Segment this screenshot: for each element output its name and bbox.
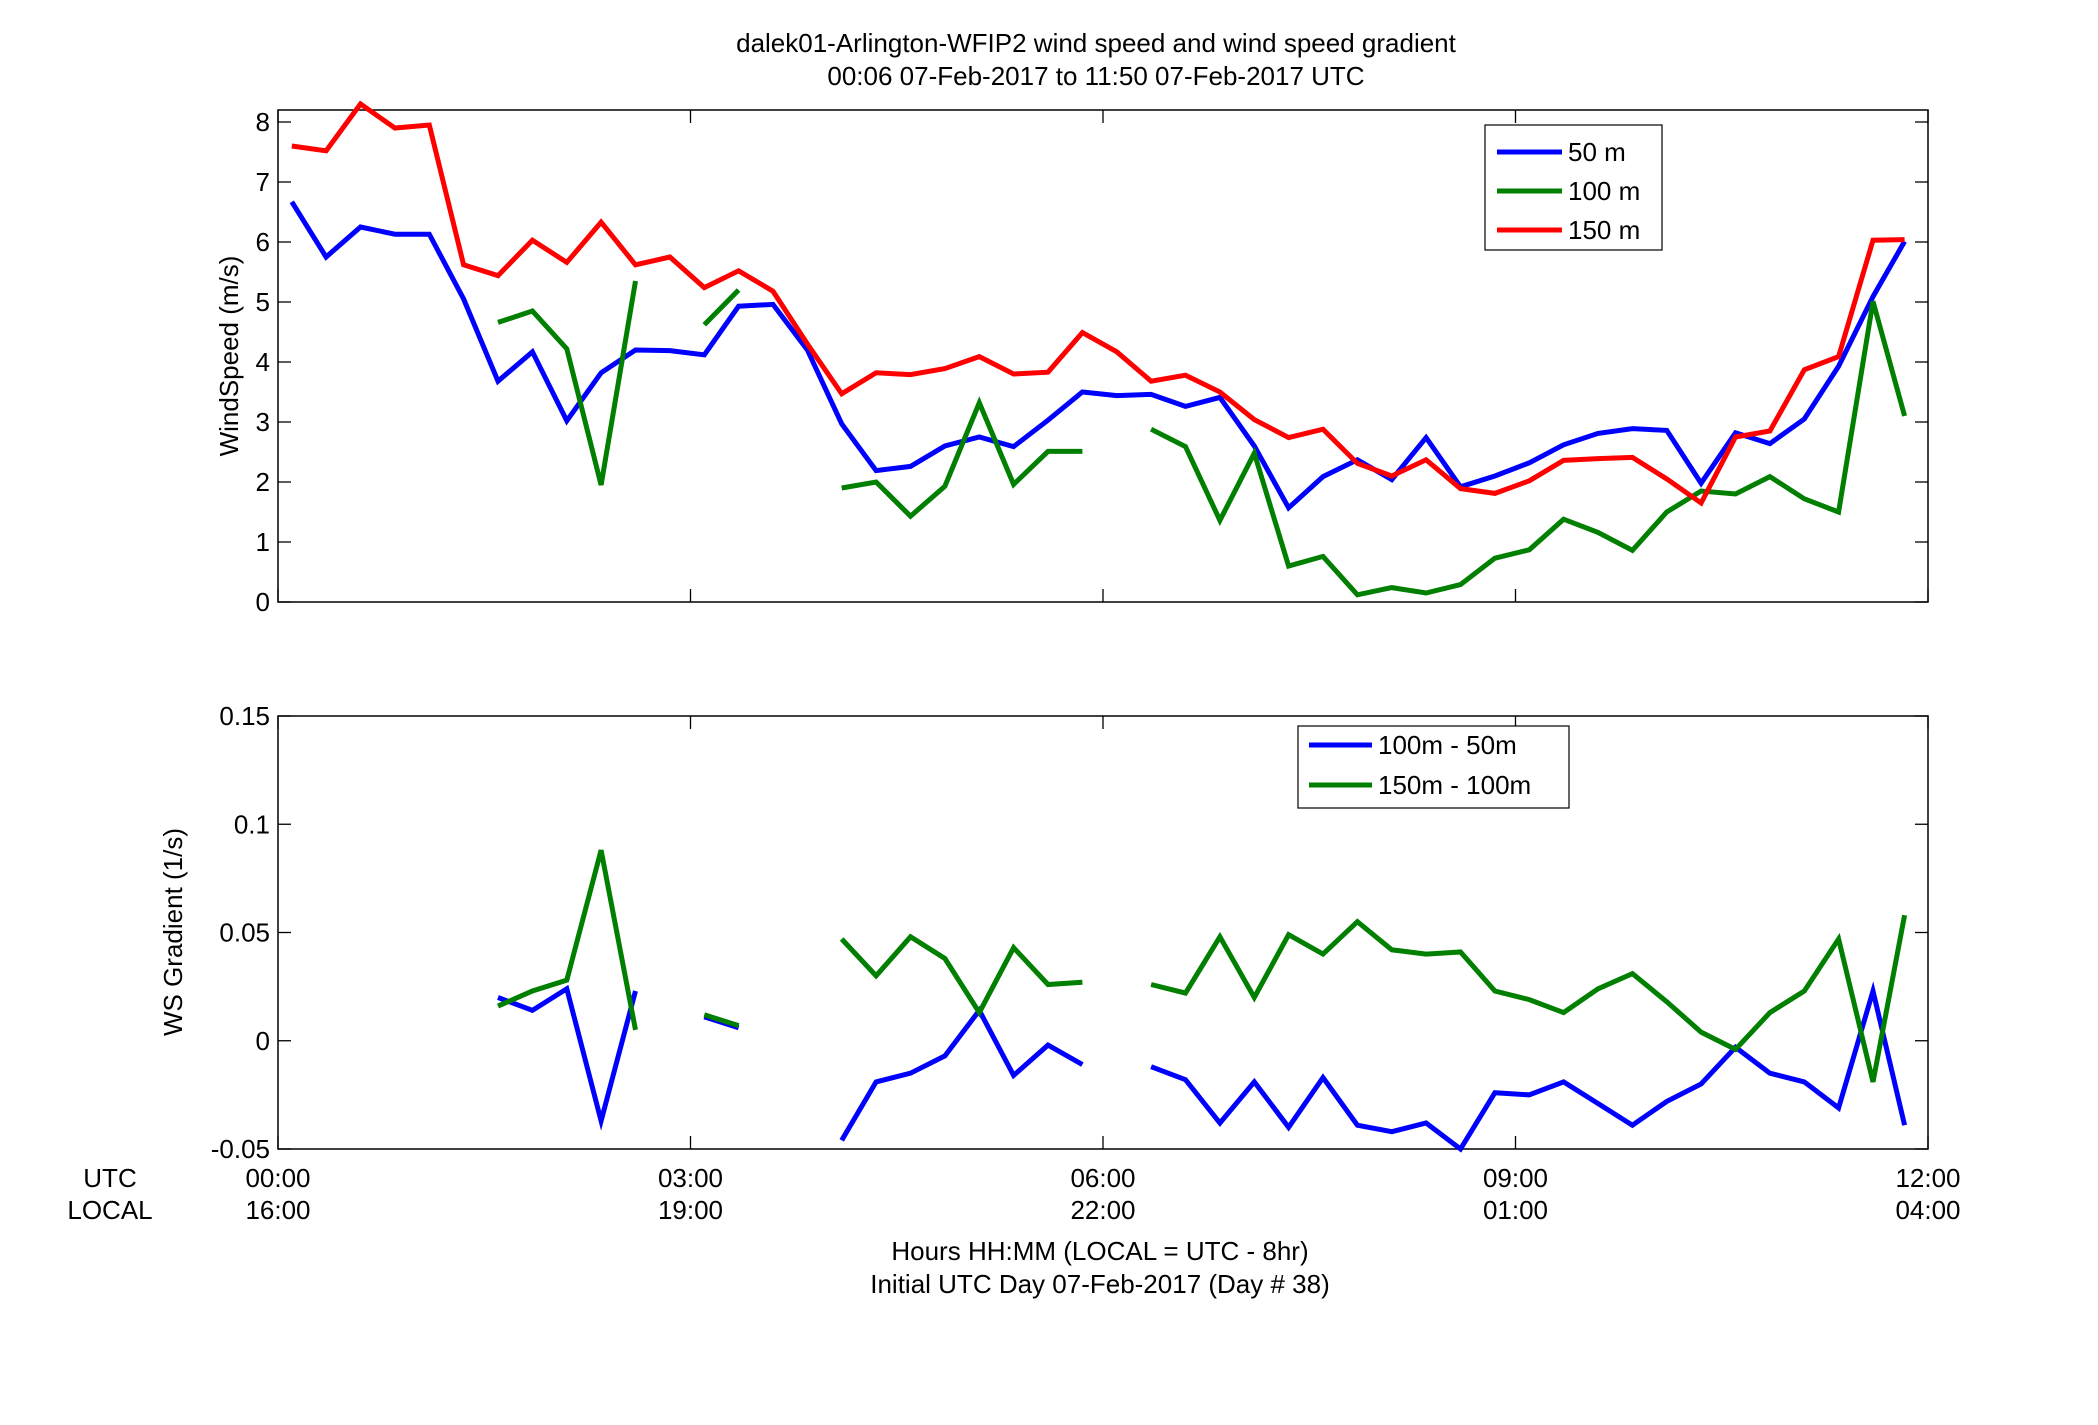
x-tick-label-local: 01:00 (1483, 1195, 1548, 1225)
windspeed-y-axis-label: WindSpeed (m/s) (214, 256, 244, 457)
windspeed-y-tick-label: 5 (256, 287, 270, 317)
gradient-plot-area (277, 715, 1929, 1150)
gradient-legend-box (1297, 725, 1570, 809)
gradient-y-tick-label: 0 (256, 1026, 270, 1056)
x-tick-label-local: 16:00 (245, 1195, 310, 1225)
x-tick-label-utc: 00:00 (245, 1163, 310, 1193)
windspeed-y-tick-label: 6 (256, 227, 270, 257)
legend-label-150m: 150 m (1568, 215, 1640, 245)
series-line-100-m (841, 396, 1083, 520)
series-line-150m-100m (839, 933, 1083, 1018)
windspeed-y-tick-label: 7 (256, 167, 270, 197)
windspeed-y-tick-label: 4 (256, 347, 270, 377)
series-line-100m-50m (1150, 981, 1908, 1153)
windspeed-panel: 0 1 2 3 4 5 6 7 8 WindSpeed (m/s) 50 m 100 m 150… (214, 100, 1929, 617)
windspeed-y-tick-label: 2 (256, 467, 270, 497)
x-tick-label-local: 04:00 (1895, 1195, 1960, 1225)
windspeed-y-tick-label: 3 (256, 407, 270, 437)
windspeed-legend: 50 m 100 m 150 m (1484, 124, 1663, 251)
series-line-100-m (497, 280, 638, 486)
row-label-local: LOCAL (67, 1195, 152, 1225)
figure-title-line2: 00:06 07-Feb-2017 to 11:50 07-Feb-2017 U… (827, 61, 1364, 91)
row-label-utc: UTC (83, 1163, 136, 1193)
x-axis-label-line2: Initial UTC Day 07-Feb-2017 (Day # 38) (870, 1269, 1330, 1299)
x-tick-label-utc: 06:00 (1070, 1163, 1135, 1193)
series-line-150m-100m (1150, 914, 1908, 1083)
x-tick-label-local: 19:00 (658, 1195, 723, 1225)
legend-label-100m-50m: 100m - 50m (1378, 730, 1517, 760)
legend-label-100m: 100 m (1568, 176, 1640, 206)
series-line-100m-50m (839, 1005, 1084, 1142)
x-tick-label-utc: 03:00 (658, 1163, 723, 1193)
series-line-150m-100m (703, 1012, 740, 1028)
series-line-150m-100m (496, 849, 638, 1031)
series-line-100-m (702, 288, 741, 327)
gradient-legend: 100m - 50m 150m - 100m (1297, 725, 1570, 809)
x-tick-label-utc: 09:00 (1483, 1163, 1548, 1193)
gradient-y-tick-label: 0.1 (234, 809, 270, 839)
series-line-100-m (1149, 300, 1908, 598)
x-tick-label-utc: 12:00 (1895, 1163, 1960, 1193)
x-tick-label-local: 22:00 (1070, 1195, 1135, 1225)
series-line-100m-50m (497, 984, 638, 1131)
gradient-panel: -0.05 0 0.05 0.1 0.15 WS Gradient (1/s) 100m… (158, 701, 1929, 1164)
series-line-50-m (289, 200, 1907, 512)
series-line-150-m (291, 100, 1905, 507)
gradient-y-axis-label: WS Gradient (1/s) (158, 828, 188, 1036)
legend-label-50m: 50 m (1568, 137, 1626, 167)
legend-label-150m-100m: 150m - 100m (1378, 770, 1531, 800)
gradient-y-tick-label: 0.05 (219, 918, 270, 948)
windspeed-y-tick-label: 8 (256, 107, 270, 137)
figure-title-line1: dalek01-Arlington-WFIP2 wind speed and w… (736, 28, 1457, 58)
windspeed-y-tick-label: 1 (256, 527, 270, 557)
x-axis-label-line1: Hours HH:MM (LOCAL = UTC - 8hr) (891, 1236, 1308, 1266)
gradient-y-tick-label: 0.15 (219, 701, 270, 731)
gradient-y-tick-label: -0.05 (211, 1134, 270, 1164)
windspeed-y-tick-label: 0 (256, 587, 270, 617)
